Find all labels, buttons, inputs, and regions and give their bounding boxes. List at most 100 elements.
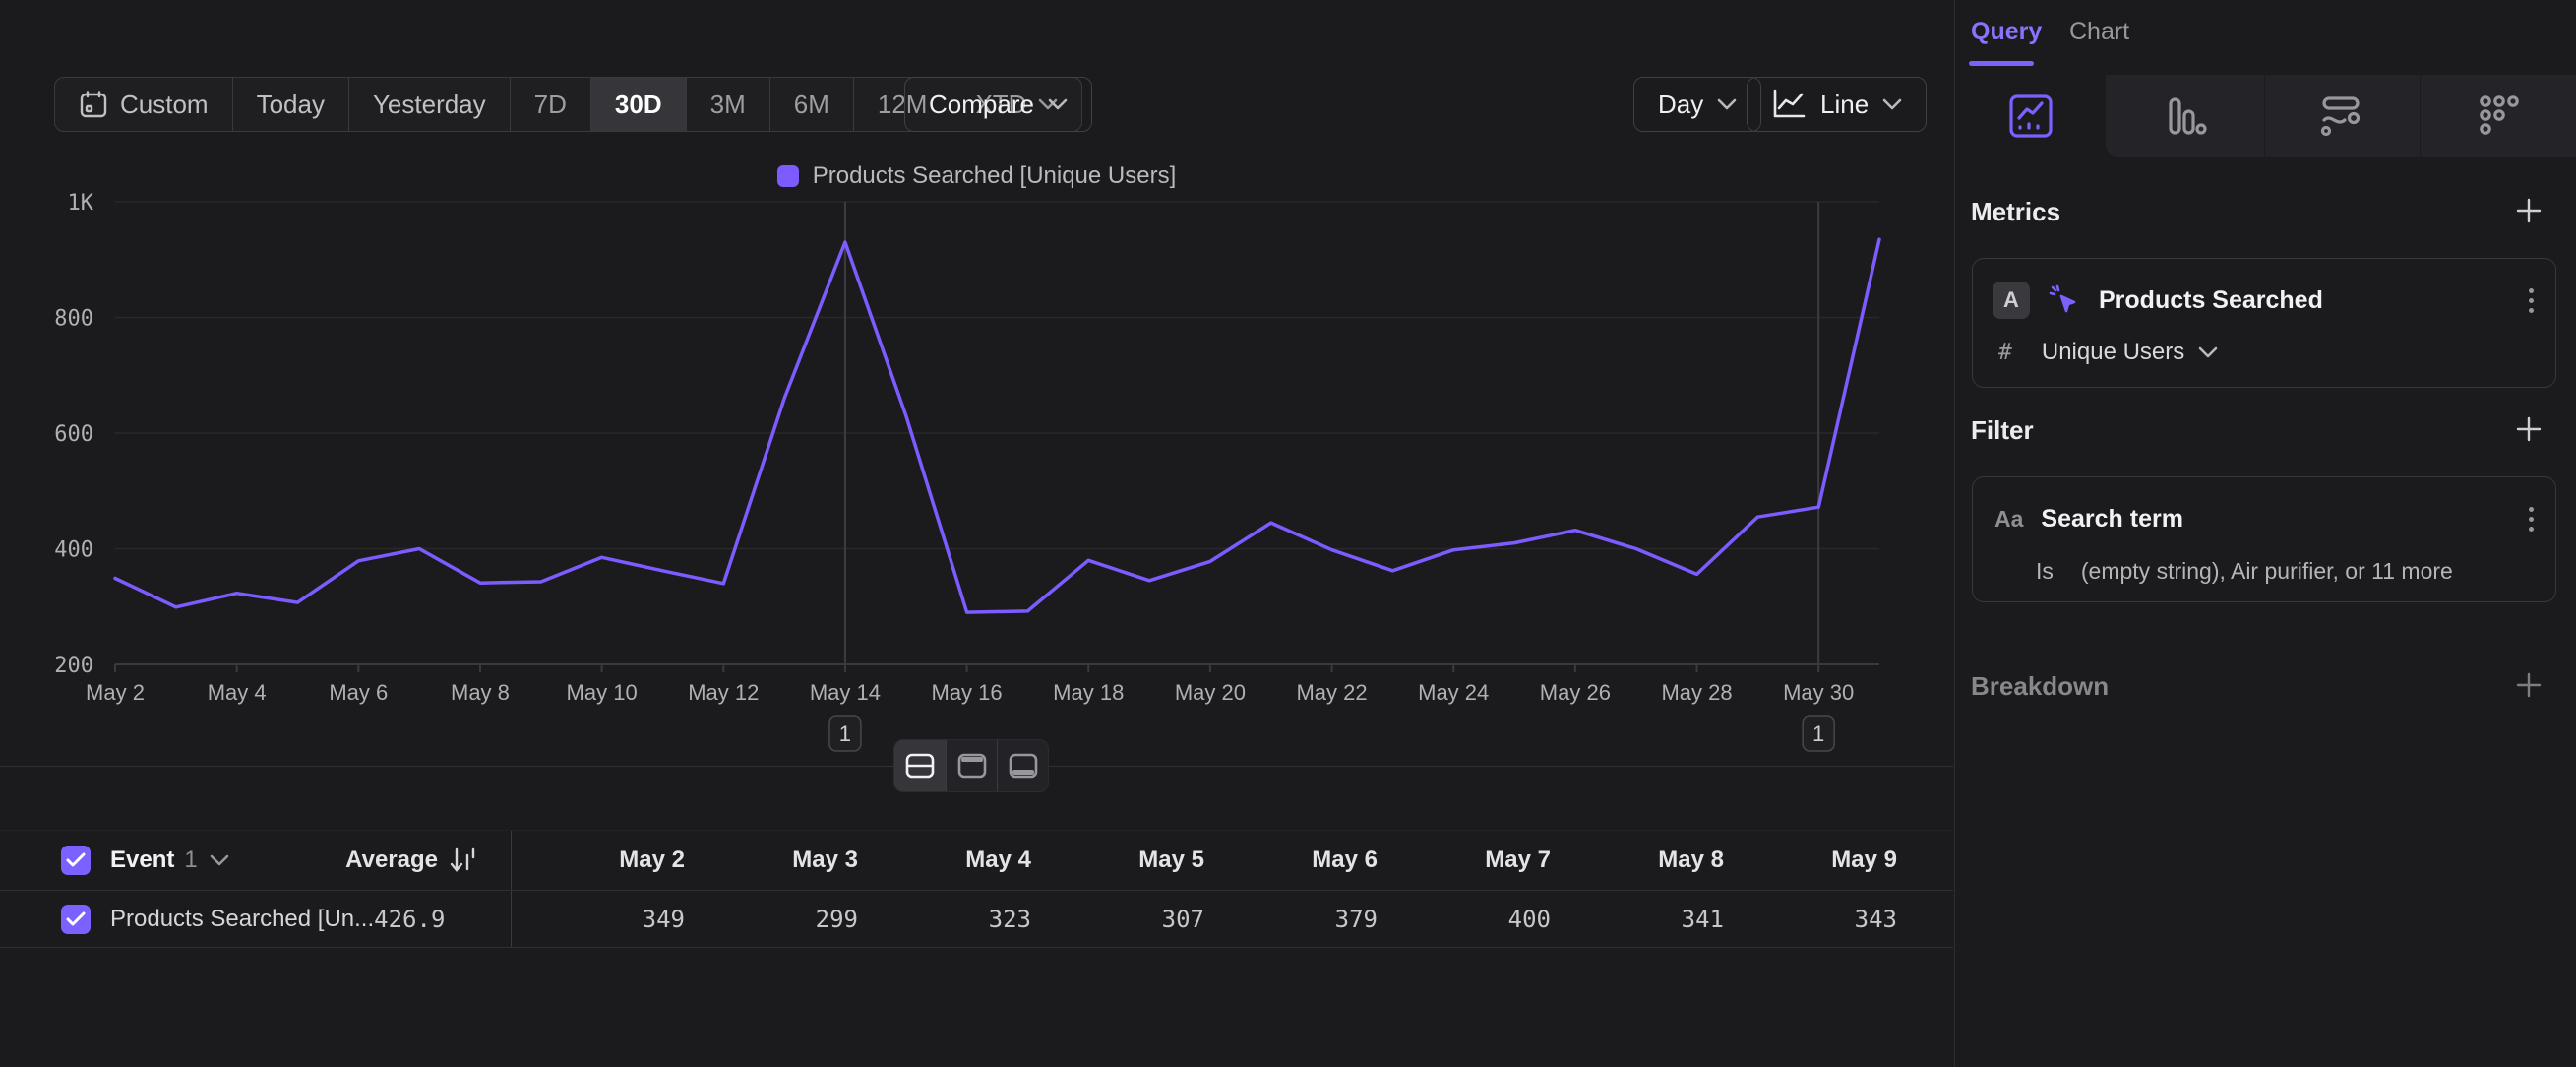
chart-type-label: Line (1820, 90, 1869, 120)
date-cell-value: 307 (1031, 906, 1204, 933)
date-range-label: 30D (615, 90, 662, 120)
filter-heading: Filter (1971, 415, 2034, 446)
event-column-label: Event (110, 847, 174, 874)
y-tick-label: 1K (68, 192, 94, 216)
date-cell-value: 400 (1378, 906, 1551, 933)
date-range-6m[interactable]: 6M (769, 78, 853, 131)
insights-report: CustomTodayYesterday7D30D3M6M12MXTD Comp… (0, 0, 2576, 1067)
date-column-header[interactable]: May 7 (1378, 847, 1551, 874)
row-average-value: 426.9 (374, 906, 445, 933)
event-count: 1 (184, 847, 197, 874)
calendar-icon (79, 90, 108, 119)
date-column-header[interactable]: May 2 (512, 847, 685, 874)
date-cell-value: 323 (858, 906, 1031, 933)
date-range-30d[interactable]: 30D (590, 78, 686, 131)
date-range-3m[interactable]: 3M (686, 78, 769, 131)
filter-operator[interactable]: Is (2036, 558, 2054, 585)
date-column-header[interactable]: May 8 (1551, 847, 1724, 874)
granularity-button[interactable]: Day (1633, 77, 1761, 132)
check-icon (66, 911, 86, 927)
chevron-down-icon (1048, 98, 1068, 110)
y-tick-label: 600 (54, 422, 93, 447)
chart-only-view-button[interactable] (946, 740, 997, 791)
retention-dots-icon (2476, 93, 2523, 140)
date-range-custom[interactable]: Custom (55, 78, 232, 131)
line-chart[interactable]: May 2May 4May 6May 8May 10May 12May 14Ma… (0, 192, 1953, 768)
compare-button[interactable]: Compare (904, 77, 1092, 132)
date-column-header[interactable]: May 9 (1724, 847, 1897, 874)
metric-card[interactable]: A Products Searched # Unique Users (1972, 258, 2556, 388)
x-tick-label: May 18 (1053, 680, 1124, 705)
table-header-row: Event 1 Average May 2May 3May 4May 5May … (0, 830, 1953, 891)
date-range-today[interactable]: Today (232, 78, 348, 131)
average-column-label: Average (345, 847, 438, 874)
date-column-header[interactable]: May 6 (1204, 847, 1378, 874)
x-tick-label: May 6 (329, 680, 388, 705)
flows-icon (2317, 93, 2364, 140)
date-column-header[interactable]: May 5 (1031, 847, 1204, 874)
date-range-label: Today (257, 90, 325, 120)
split-view-button[interactable] (894, 740, 946, 791)
table-row[interactable]: Products Searched [Un... 426.9 349299323… (0, 891, 1953, 948)
select-all-checkbox[interactable] (61, 846, 91, 875)
kebab-icon[interactable] (2529, 288, 2534, 313)
panel-tabs: Query Chart (1955, 0, 2576, 75)
date-cell-value: 349 (512, 906, 685, 933)
row-event-name: Products Searched [Un... (110, 906, 374, 933)
event-header-cell: Event 1 Average (0, 831, 512, 890)
x-tick-label: May 2 (86, 680, 145, 705)
chevron-down-icon (1882, 98, 1902, 110)
active-tab-underline (1969, 61, 2034, 66)
add-filter-button[interactable] (2515, 415, 2543, 443)
annotation-badge-label: 1 (839, 722, 851, 746)
tab-chart[interactable]: Chart (2069, 18, 2129, 46)
report-tab-retention[interactable] (2421, 75, 2576, 157)
x-tick-label: May 30 (1783, 680, 1854, 705)
report-tab-flows[interactable] (2265, 75, 2417, 157)
split-view-icon (904, 752, 936, 780)
add-metric-button[interactable] (2515, 197, 2543, 224)
insights-chart-icon (2007, 93, 2055, 140)
x-tick-label: May 8 (451, 680, 510, 705)
y-tick-label: 200 (54, 654, 93, 678)
table-only-view-button[interactable] (997, 740, 1048, 791)
date-column-header[interactable]: May 4 (858, 847, 1031, 874)
date-range-label: 7D (534, 90, 567, 120)
date-range-yesterday[interactable]: Yesterday (348, 78, 510, 131)
x-tick-label: May 22 (1296, 680, 1367, 705)
date-value-cells: 349299323307379400341343 (512, 906, 1897, 933)
date-column-header[interactable]: May 3 (685, 847, 858, 874)
metric-event-name: Products Searched (2099, 286, 2323, 315)
filter-value[interactable]: (empty string), Air purifier, or 11 more (2081, 558, 2453, 585)
results-table: Event 1 Average May 2May 3May 4May 5May … (0, 830, 1953, 948)
check-icon (66, 852, 86, 868)
sort-icon[interactable] (448, 846, 477, 875)
tab-query[interactable]: Query (1971, 18, 2042, 46)
granularity-label: Day (1658, 90, 1703, 120)
table-only-view-icon (1008, 752, 1039, 780)
annotation-badge-label: 1 (1812, 722, 1824, 746)
breakdown-heading: Breakdown (1971, 671, 2109, 702)
chart-type-button[interactable]: Line (1747, 77, 1927, 132)
x-tick-label: May 26 (1540, 680, 1611, 705)
kebab-icon[interactable] (2529, 507, 2534, 532)
date-range-7d[interactable]: 7D (510, 78, 590, 131)
legend-swatch (777, 165, 799, 187)
row-checkbox[interactable] (61, 905, 91, 934)
toolbar: CustomTodayYesterday7D30D3M6M12MXTD Comp… (0, 77, 1953, 132)
report-tab-funnels[interactable] (2110, 75, 2261, 157)
sparkle-cursor-icon (2048, 283, 2081, 317)
aggregation-selector[interactable]: Unique Users (2042, 339, 2184, 366)
add-breakdown-button[interactable] (2515, 671, 2543, 699)
x-tick-label: May 4 (208, 680, 267, 705)
chevron-down-icon[interactable] (2198, 346, 2218, 358)
chevron-down-icon[interactable] (210, 854, 229, 866)
event-row-cell: Products Searched [Un... 426.9 (0, 891, 512, 947)
series-line[interactable] (115, 239, 1879, 612)
legend-label: Products Searched [Unique Users] (813, 162, 1177, 190)
filter-card[interactable]: Aa Search term Is (empty string), Air pu… (1972, 476, 2556, 602)
x-tick-label: May 24 (1418, 680, 1489, 705)
x-tick-label: May 16 (932, 680, 1003, 705)
report-tab-insights[interactable] (1955, 75, 2107, 157)
date-range-label: 3M (710, 90, 746, 120)
